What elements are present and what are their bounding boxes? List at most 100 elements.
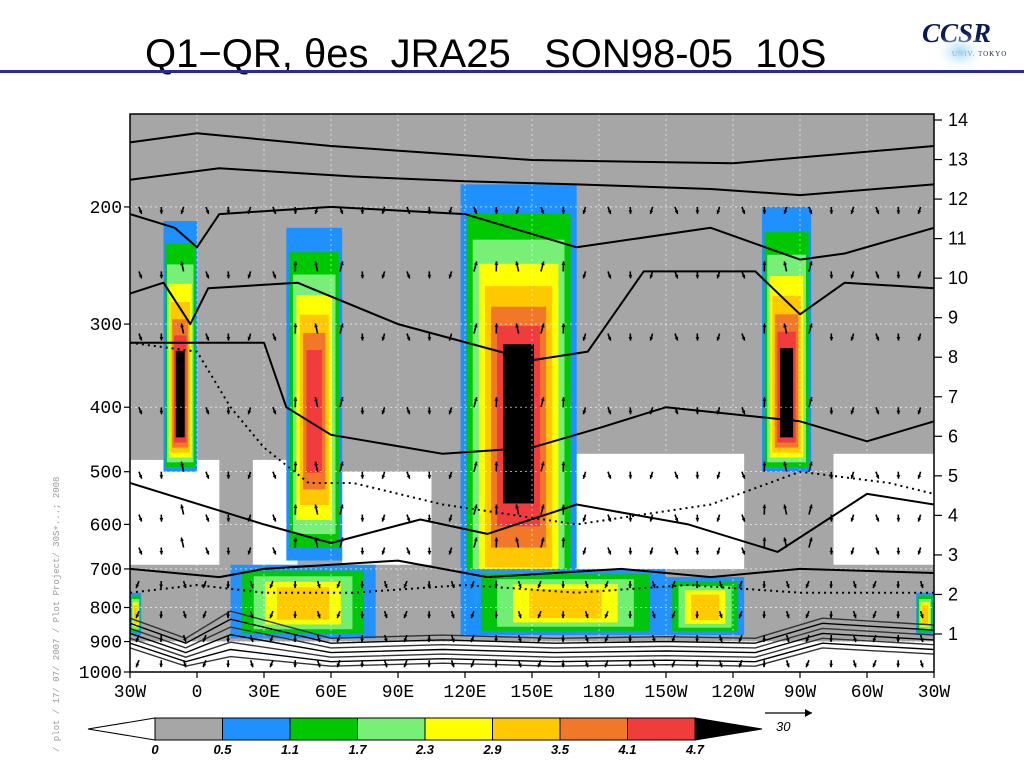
wind-arrowhead [695,663,700,668]
x-tick-label: 120E [443,683,486,703]
wind-arrowhead [805,614,810,619]
title-rule [0,70,1024,73]
colorbar-label: 1.1 [281,742,299,757]
wind-arrowhead [805,663,810,668]
wind-arrowhead [269,663,274,668]
logo-globe [934,30,986,70]
wind-arrowhead [427,210,432,214]
wind-arrowhead [180,397,184,402]
wind-arrowhead [272,209,277,214]
y-tick-label: 300 [90,316,122,336]
colorbar-label: 4.7 [685,742,705,757]
wind-arrowhead [180,461,184,466]
wind-arrowhead [159,410,164,415]
heating-band [175,350,185,438]
wind-arrowhead [515,537,519,542]
wind-arrowhead [537,638,542,643]
wind-arrowhead [896,663,901,668]
right-tick-label: 1 [948,624,958,644]
wind-arrowhead [537,614,542,619]
wind-arrowhead [135,663,140,668]
colorbar-segment [289,717,358,741]
wind-arrowhead [249,663,254,668]
wind-arrowhead [582,336,587,341]
wind-arrowhead [762,663,767,668]
wind-arrowhead [537,584,542,589]
wind-arrowhead [716,274,721,279]
wind-arrowhead [470,614,475,619]
wind-arrowhead [561,504,566,509]
wind-arrowhead [247,274,252,279]
wind-arrowhead [917,410,922,415]
wind-arrowhead [582,274,587,279]
wind-arrowhead [383,638,388,643]
y-tick-label: 900 [90,634,122,654]
wind-arrowhead [716,517,721,522]
wind-arrowhead [226,410,231,415]
x-tick-label: 30E [248,683,280,703]
wind-arrowhead [716,550,721,555]
wind-arrowhead [917,209,922,214]
wind-arrowhead [649,209,654,214]
wind-arrowhead [381,517,386,522]
wind-arrowhead [537,663,542,668]
wind-arrowhead [917,517,922,522]
wind-arrowhead [494,638,499,643]
wind-arrowhead [852,663,857,668]
wind-arrowhead [202,584,207,589]
wind-arrowhead [269,638,274,643]
wind-arrowhead [182,638,187,643]
theta-contour [130,270,934,362]
wind-arrowhead [403,638,408,643]
wind-arrowhead [671,614,676,619]
wind-arrowhead [561,614,566,619]
colorbar-segment [492,717,561,741]
wind-arrowhead [159,584,164,589]
wind-arrowhead [649,517,654,522]
wind-arrowhead [741,336,746,341]
wind-arrowhead [674,517,679,522]
wind-arrowhead [896,336,901,341]
wind-arrowhead [316,614,321,619]
wind-arrowhead [205,550,210,555]
wind-arrowhead [738,614,743,619]
wind-arrowhead [138,474,143,479]
wind-arrowhead [205,274,210,279]
wind-arrowhead [272,336,277,341]
wind-arrowhead [360,274,365,279]
colorbar-label: 2.3 [415,742,435,757]
wind-arrowhead [138,274,143,279]
wind-arrowhead [226,663,231,668]
wind-arrowhead [448,209,453,214]
wind-arrowhead [808,261,813,266]
x-tick-label: 30W [114,683,147,703]
wind-arrowhead [473,323,478,328]
wind-arrowhead [651,584,656,589]
wind-arrowhead [135,584,140,589]
wind-arrowhead [762,261,767,265]
wind-arrowhead [628,210,633,214]
wind-arrowhead [450,614,455,619]
wind-arrowhead [360,475,365,479]
wind-arrowhead [674,274,679,279]
wind-arrowhead [875,474,880,479]
wind-arrowhead [718,584,723,589]
wind-arrowhead [406,336,411,341]
wind-arrowhead [829,614,834,619]
wind-arrowhead [695,518,700,522]
wind-arrowhead [339,209,344,214]
wind-arrowhead [517,614,522,619]
wind-arrowhead [896,475,901,479]
wind-arrowhead [293,614,298,619]
wind-arrowhead [272,410,277,415]
wind-arrowhead [159,638,164,643]
wind-arrowhead [138,517,143,522]
wind-arrowhead [494,537,499,542]
wind-arrowhead [561,584,566,589]
wind-arrowhead [494,461,499,466]
y-tick-label: 500 [90,464,122,484]
wind-arrowhead [808,504,813,509]
wind-arrowhead [383,663,388,668]
wind-arrowhead [695,274,700,279]
right-tick-label: 9 [948,308,958,328]
